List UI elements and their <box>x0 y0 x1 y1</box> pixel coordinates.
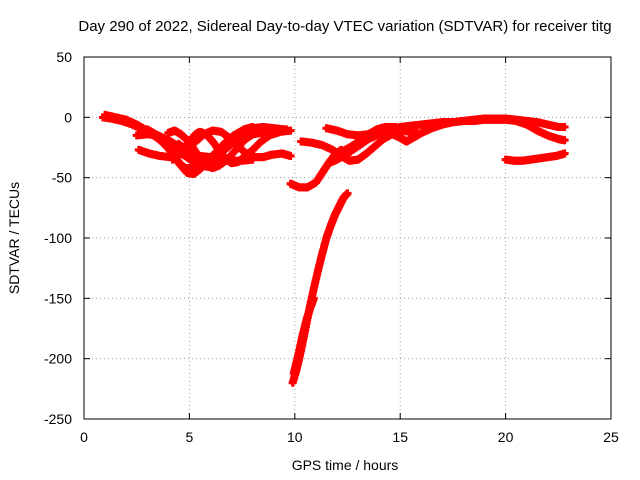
series-s14 <box>396 115 569 145</box>
y-tick-label: -50 <box>52 170 72 186</box>
y-tick-label: 0 <box>64 109 72 125</box>
y-tick-label: -250 <box>44 411 72 427</box>
data-point <box>286 151 295 160</box>
x-tick-label: 5 <box>186 429 194 445</box>
series-s8 <box>164 126 278 173</box>
y-tick-label: -100 <box>44 230 72 246</box>
data-point <box>560 149 569 158</box>
y-axis-label: SDTVAR / TECUs <box>6 182 22 294</box>
series-s17 <box>289 294 318 378</box>
y-tick-label: 50 <box>56 49 72 65</box>
x-tick-label: 10 <box>287 429 303 445</box>
series-s10 <box>297 124 415 165</box>
data-point <box>248 155 257 164</box>
data-point <box>560 122 569 131</box>
data-point <box>309 294 318 303</box>
plot-frame <box>83 56 612 420</box>
x-tick-label: 15 <box>392 429 408 445</box>
y-tick-label: -200 <box>44 351 72 367</box>
x-axis-label: GPS time / hours <box>292 457 399 473</box>
data-point <box>343 189 352 198</box>
x-tick-label: 20 <box>498 429 514 445</box>
x-tick-label: 0 <box>80 429 88 445</box>
chart-title: Day 290 of 2022, Sidereal Day-to-day VTE… <box>78 18 611 35</box>
data-point <box>286 126 295 135</box>
series-s15 <box>501 149 569 165</box>
grid <box>84 57 611 419</box>
tick-labels: 0 5 10 15 20 25 -250 -200 -150 -100 -50 0 50 <box>44 49 619 445</box>
data-points <box>98 110 569 387</box>
data-point <box>269 127 278 136</box>
x-tick-label: 25 <box>603 429 619 445</box>
y-tick-label: -150 <box>44 290 72 306</box>
data-point <box>560 136 569 145</box>
